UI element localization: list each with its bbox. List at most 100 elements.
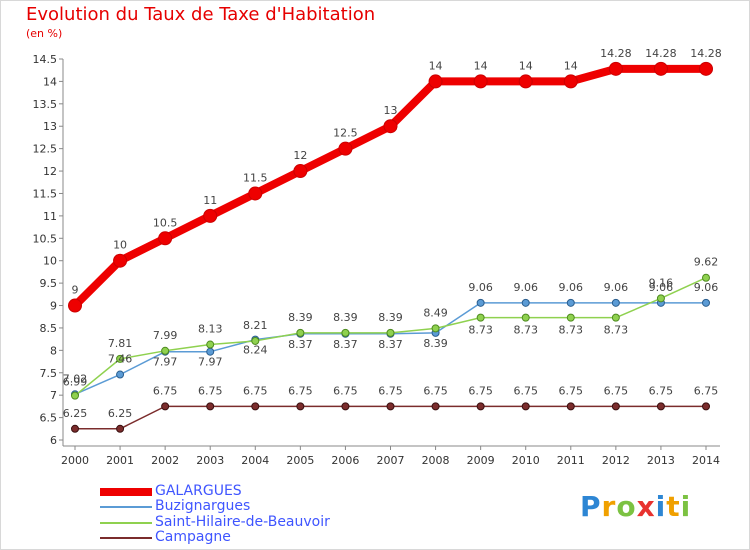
y-tick-label: 6 xyxy=(50,434,57,447)
data-point xyxy=(68,298,82,313)
data-label: 9.06 xyxy=(513,281,538,294)
data-point xyxy=(206,402,215,411)
data-label: 9.16 xyxy=(649,276,674,289)
data-label: 14 xyxy=(474,59,488,72)
x-tick-label: 2005 xyxy=(286,454,314,467)
data-label: 9.06 xyxy=(468,281,493,294)
data-point xyxy=(473,74,488,89)
data-label: 8.73 xyxy=(559,324,584,337)
data-label: 7.97 xyxy=(198,356,223,369)
data-label: 6.75 xyxy=(198,384,223,397)
x-tick-label: 2002 xyxy=(151,454,179,467)
data-label: 8.73 xyxy=(604,324,629,337)
y-tick-label: 6.5 xyxy=(40,412,58,425)
x-tick-label: 2012 xyxy=(602,454,630,467)
data-label: 6.25 xyxy=(108,407,133,420)
data-point xyxy=(116,424,125,433)
data-point xyxy=(341,328,350,337)
data-point xyxy=(476,298,485,307)
data-point xyxy=(206,347,215,356)
y-tick-label: 7.5 xyxy=(40,367,58,380)
x-tick-label: 2009 xyxy=(467,454,495,467)
data-point xyxy=(161,346,170,355)
data-point xyxy=(566,402,575,411)
data-point xyxy=(656,294,665,303)
y-tick-label: 12.5 xyxy=(33,143,58,156)
data-point xyxy=(71,424,79,433)
data-label: 11.5 xyxy=(243,171,268,184)
legend-swatch-saint-hilaire xyxy=(100,522,152,524)
data-label: 6.75 xyxy=(559,384,584,397)
data-point xyxy=(206,340,215,349)
data-label: 10.5 xyxy=(153,216,178,229)
data-point xyxy=(563,74,578,89)
y-tick-label: 8 xyxy=(50,344,57,357)
data-label: 8.39 xyxy=(288,311,313,324)
data-point xyxy=(521,402,530,411)
x-tick-label: 2003 xyxy=(196,454,224,467)
data-point xyxy=(431,324,440,333)
data-label: 7.02 xyxy=(63,372,88,385)
logo-letter: o xyxy=(616,490,637,523)
data-label: 14.28 xyxy=(600,47,632,60)
data-label: 8.73 xyxy=(513,324,538,337)
y-tick-label: 14.5 xyxy=(33,53,58,66)
y-tick-label: 12 xyxy=(43,165,57,178)
data-point xyxy=(158,231,173,246)
data-point xyxy=(341,402,350,411)
data-label: 6.75 xyxy=(694,384,719,397)
data-label: 9.06 xyxy=(604,281,629,294)
y-tick-label: 14 xyxy=(43,75,57,88)
x-tick-label: 2008 xyxy=(422,454,450,467)
data-point xyxy=(116,354,125,363)
data-label: 6.75 xyxy=(378,384,403,397)
data-label: 9.06 xyxy=(559,281,584,294)
data-point xyxy=(608,61,623,76)
legend-label-galargues: GALARGUES xyxy=(155,483,242,499)
data-label: 8.39 xyxy=(378,311,403,324)
x-tick-label: 2011 xyxy=(557,454,585,467)
y-tick-label: 13.5 xyxy=(33,98,58,111)
data-point xyxy=(566,298,575,307)
data-point xyxy=(521,298,530,307)
x-tick-label: 2007 xyxy=(377,454,405,467)
legend-swatch-galargues xyxy=(100,488,152,496)
data-label: 9 xyxy=(72,284,79,297)
proxiti-logo: Proxiti xyxy=(580,490,691,523)
data-label: 6.75 xyxy=(153,384,178,397)
y-tick-label: 11 xyxy=(43,210,57,223)
data-label: 6.75 xyxy=(513,384,538,397)
data-point xyxy=(113,253,128,268)
data-point xyxy=(566,313,575,322)
data-label: 10 xyxy=(113,239,127,252)
data-label: 14.28 xyxy=(645,47,677,60)
data-point xyxy=(518,74,533,89)
data-point xyxy=(699,61,713,76)
data-label: 8.37 xyxy=(333,338,358,351)
data-point xyxy=(203,208,218,223)
data-label: 6.99 xyxy=(63,376,88,389)
data-label: 6.75 xyxy=(333,384,358,397)
legend-item-saint-hilaire: Saint-Hilaire-de-Beauvoir xyxy=(100,515,400,529)
legend-label-saint-hilaire: Saint-Hilaire-de-Beauvoir xyxy=(155,514,330,530)
data-label: 6.75 xyxy=(288,384,313,397)
logo-letter: t xyxy=(666,490,681,523)
data-point xyxy=(383,119,398,134)
data-label: 12 xyxy=(293,149,307,162)
data-point xyxy=(611,298,620,307)
data-point xyxy=(702,298,710,307)
y-tick-label: 7 xyxy=(50,389,57,402)
data-label: 8.37 xyxy=(288,338,313,351)
data-point xyxy=(338,141,353,156)
data-label: 6.75 xyxy=(468,384,493,397)
x-tick-label: 2006 xyxy=(331,454,359,467)
logo-letter: r xyxy=(601,490,617,523)
data-point xyxy=(71,391,79,400)
data-label: 7.46 xyxy=(108,353,133,366)
data-point xyxy=(653,61,668,76)
data-label: 6.75 xyxy=(423,384,448,397)
data-label: 8.37 xyxy=(378,338,403,351)
data-point xyxy=(656,402,665,411)
data-label: 12.5 xyxy=(333,127,358,140)
